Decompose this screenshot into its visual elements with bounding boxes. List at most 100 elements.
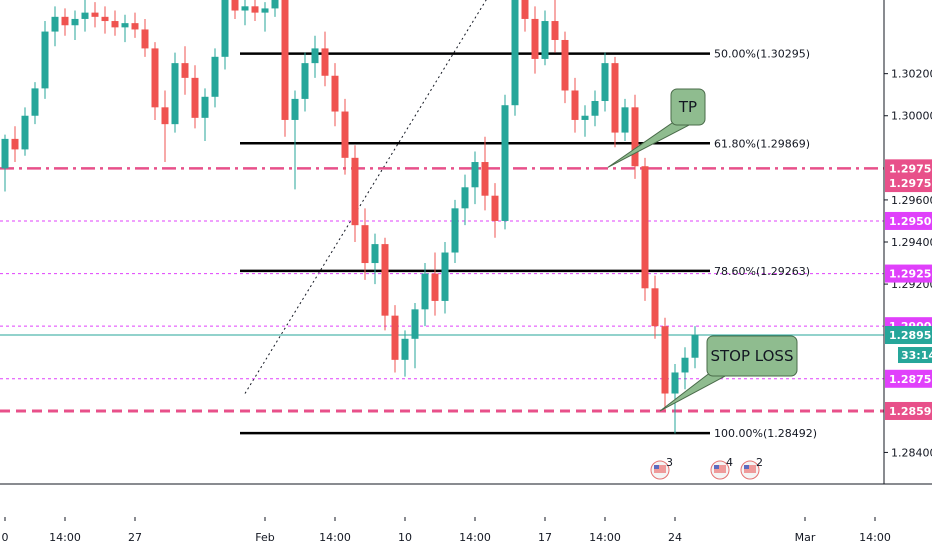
candle-body: [271, 0, 279, 9]
candle-body: [451, 208, 459, 253]
time-tick-label: 14:00: [589, 531, 621, 544]
current-price-tag-text: 1.28958: [889, 329, 932, 342]
price-tick-label: 1.28400: [891, 446, 932, 459]
candle-body: [241, 6, 249, 11]
plot-background: [0, 0, 884, 484]
candle-body: [671, 372, 679, 394]
time-tick-label: 0: [2, 531, 9, 544]
price-tag-1.28750-text: 1.28750: [889, 373, 932, 386]
price-tick-label: 1.29400: [891, 236, 932, 249]
candle-body: [151, 48, 159, 108]
candle-body: [351, 157, 359, 226]
candle-body: [621, 107, 629, 133]
flag-stripe-icon: [714, 465, 726, 473]
event-markers: 3 4 2: [650, 456, 763, 480]
chart-grid: [0, 0, 884, 484]
candle-body: [61, 16, 69, 26]
candle-body: [261, 8, 269, 13]
candle-body: [361, 225, 369, 264]
candle-body: [301, 63, 309, 99]
candle-body: [551, 21, 559, 40]
time-tick-label: 14:00: [319, 531, 351, 544]
price-tag-1.28597-text: 1.28597: [889, 405, 932, 418]
countdown-tag: [898, 347, 932, 364]
time-tick-label: 14:00: [859, 531, 891, 544]
candle-body: [231, 0, 239, 11]
candle-body: [331, 75, 339, 112]
candle-body: [631, 107, 639, 167]
candle-body: [691, 334, 699, 358]
time-tick-label: 14:00: [49, 531, 81, 544]
candle-body: [581, 115, 589, 120]
annotations: TP STOP LOSS: [607, 88, 798, 412]
candlestick-series: [1, 0, 699, 434]
callout-box: [706, 335, 798, 377]
price-tag-1.29250-text: 1.29250: [889, 268, 932, 281]
fib-level-label: 100.00%(1.28492): [714, 427, 817, 440]
candle-body: [121, 23, 129, 28]
candle-body: [561, 39, 569, 91]
price-tag-1.28597: [885, 401, 932, 420]
time-tick-label: 24: [668, 531, 682, 544]
candle-body: [431, 273, 439, 301]
candle-body: [91, 12, 99, 17]
price-tags: 1.297501.295001.292501.290001.287501.285…: [885, 159, 932, 420]
flag-canton-icon: [654, 465, 659, 469]
candle-body: [181, 63, 189, 78]
tp-callout: TP: [607, 88, 706, 168]
price-tag-1.29500: [885, 211, 932, 230]
fib-level-label: 61.80%(1.29869): [714, 137, 810, 150]
candle-body: [421, 273, 429, 310]
candle-body: [411, 309, 419, 339]
candle-body: [461, 187, 469, 209]
candle-body: [571, 90, 579, 120]
candle-body: [321, 48, 329, 76]
price-tag-1.28750: [885, 369, 932, 388]
candle-body: [51, 16, 59, 32]
time-tick-label: 14:00: [459, 531, 491, 544]
candle-body: [471, 162, 479, 188]
price-tag-1.29750-text: 1.29750: [889, 162, 932, 175]
event-count: 4: [726, 456, 733, 469]
horizontal-levels: [0, 167, 884, 413]
callout-label: TP: [678, 98, 697, 116]
time-tick-label: Feb: [255, 531, 274, 544]
event-count: 3: [666, 456, 673, 469]
candle-body: [41, 31, 49, 89]
time-tick-label: Mar: [795, 531, 816, 544]
price-tag-extra: [885, 174, 932, 193]
trend-line-segment: [244, 0, 487, 394]
price-tag-1.29750: [885, 159, 932, 178]
candle-body: [391, 315, 399, 360]
candle-body: [311, 48, 319, 64]
candle-body: [201, 96, 209, 118]
candle-body: [141, 29, 149, 49]
price-tag-1.29250: [885, 264, 932, 283]
candle-body: [81, 12, 89, 19]
candle-body: [651, 288, 659, 327]
candle-body: [591, 101, 599, 116]
countdown-text: 33:14: [901, 349, 932, 362]
candle-body: [21, 115, 29, 150]
flag-stripe-icon: [744, 465, 756, 473]
current-price-tag: [885, 326, 932, 345]
candle-body: [511, 0, 519, 106]
candle-body: [171, 63, 179, 125]
fib-level-label: 78.60%(1.29263): [714, 265, 810, 278]
candle-body: [541, 21, 549, 59]
candle-body: [281, 0, 289, 120]
candle-body: [681, 357, 689, 373]
candle-body: [221, 0, 229, 57]
candle-body: [601, 63, 609, 102]
callout-label: STOP LOSS: [711, 347, 794, 365]
candle-body: [191, 77, 199, 118]
time-tick-label: 17: [538, 531, 552, 544]
candle-body: [501, 105, 509, 221]
candle-body: [341, 111, 349, 158]
candle-body: [401, 338, 409, 360]
candle-body: [161, 107, 169, 125]
candle-body: [441, 252, 449, 301]
flag-canton-icon: [714, 465, 719, 469]
trend-line: [244, 0, 487, 394]
